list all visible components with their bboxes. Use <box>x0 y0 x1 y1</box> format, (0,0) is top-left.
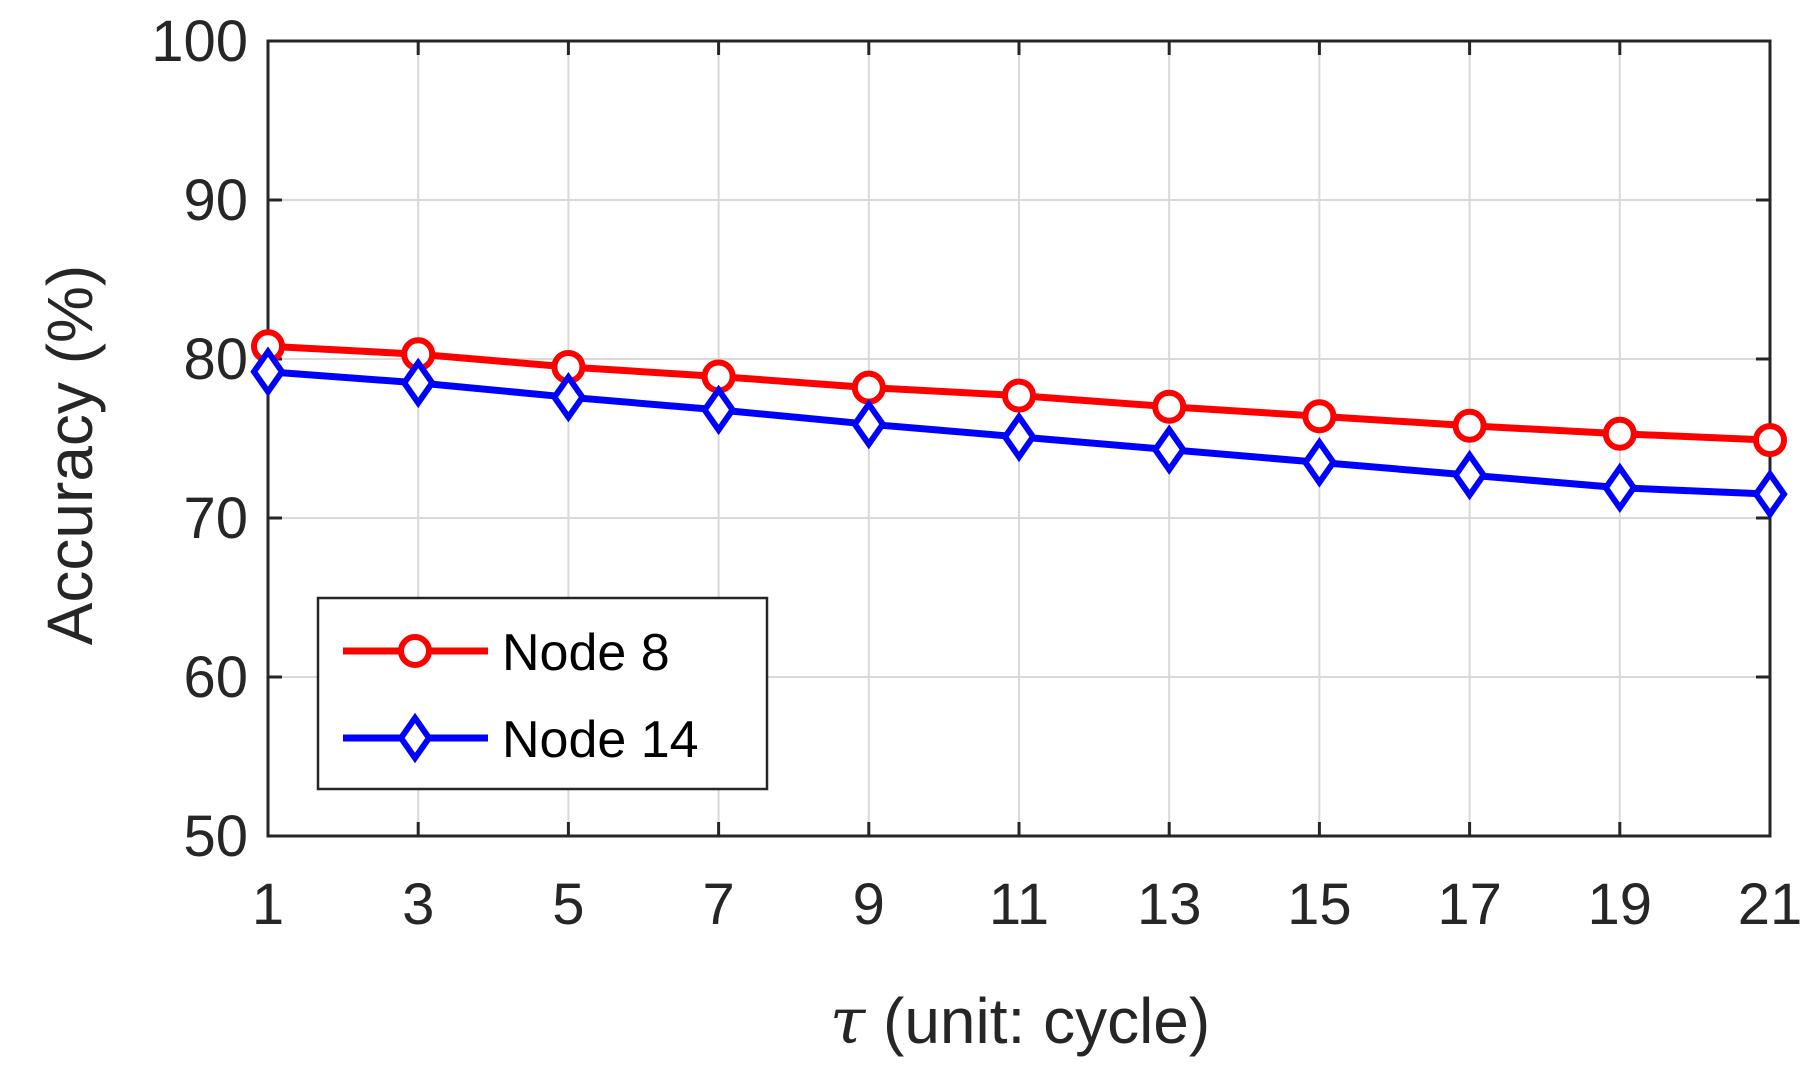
data-point-node-8 <box>1152 389 1187 424</box>
data-point-node-14 <box>400 357 436 409</box>
x-tick-label: 11 <box>989 872 1049 937</box>
data-point-node-14 <box>700 384 737 436</box>
legend-label-node-14: Node 14 <box>502 711 699 769</box>
y-tick-label: 100 <box>151 9 248 74</box>
data-point-node-14 <box>1151 424 1187 475</box>
x-axis-label-text: (unit: cycle) <box>865 985 1210 1057</box>
x-axis-label-symbol: τ <box>830 985 867 1059</box>
data-point-node-14 <box>1451 449 1488 501</box>
legend-box <box>316 596 769 791</box>
x-tick-label: 15 <box>1287 872 1352 937</box>
y-tick-label: 50 <box>183 804 248 869</box>
data-point-node-14 <box>1752 468 1788 520</box>
data-series <box>250 329 1788 520</box>
y-tick-label: 60 <box>183 645 248 710</box>
x-tick-label: 1 <box>252 872 284 937</box>
x-tick-label: 5 <box>552 872 584 937</box>
x-tick-label: 9 <box>853 872 885 937</box>
data-point-node-14 <box>550 371 587 423</box>
data-point-node-14 <box>1001 411 1037 463</box>
data-point-node-14 <box>250 346 286 397</box>
x-tick-label: 21 <box>1738 872 1803 937</box>
data-point-node-8 <box>1302 399 1337 434</box>
data-point-node-8 <box>1753 423 1787 458</box>
data-point-node-14 <box>1602 462 1638 514</box>
legend-label-node-8: Node 8 <box>502 624 670 682</box>
data-point-node-14 <box>1301 437 1338 488</box>
y-tick-label: 80 <box>183 327 248 392</box>
x-tick-label: 3 <box>402 872 434 937</box>
legend-marker-node-8 <box>398 634 432 668</box>
data-point-node-8 <box>1002 378 1036 413</box>
x-tick-label: 7 <box>702 872 734 937</box>
y-tick-label: 90 <box>183 168 248 233</box>
x-tick-label: 13 <box>1137 872 1202 937</box>
legend-marker-node-14 <box>397 712 433 764</box>
x-tick-label: 17 <box>1437 872 1502 937</box>
data-point-node-8 <box>1602 416 1637 451</box>
data-point-node-8 <box>1452 408 1487 443</box>
y-tick-label: 70 <box>183 486 248 551</box>
x-axis-label: τ (unit: cycle) <box>830 985 1210 1059</box>
legend: Node 8 Node 14 <box>316 596 769 791</box>
y-axis-label: Accuracy (%) <box>34 265 106 646</box>
x-tick-label: 19 <box>1588 872 1653 937</box>
data-point-node-14 <box>851 398 887 450</box>
data-point-node-8 <box>851 370 886 405</box>
